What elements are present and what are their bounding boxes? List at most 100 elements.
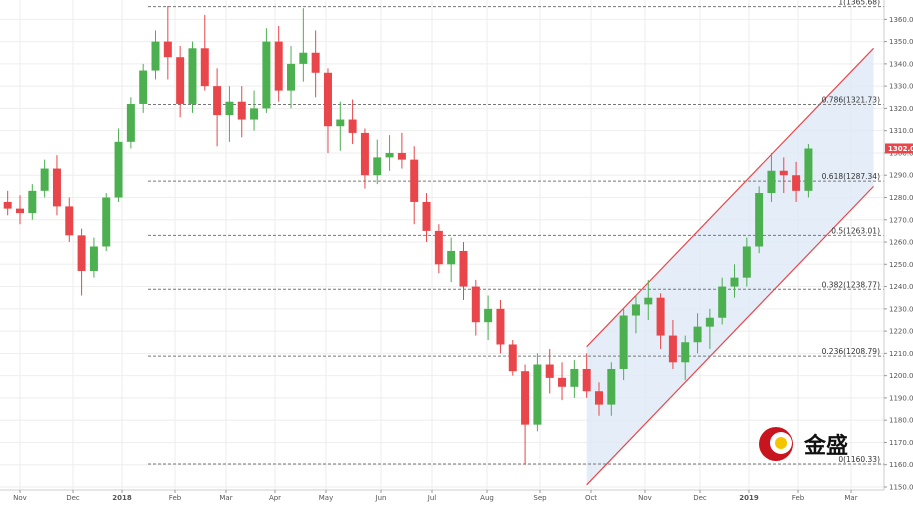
- candle-body: [274, 41, 283, 91]
- y-tick-label: 1160.00: [889, 461, 913, 469]
- x-tick-label: Oct: [585, 494, 597, 502]
- candle-body: [644, 297, 653, 305]
- y-tick-label: 1350.00: [889, 38, 913, 46]
- candle-body: [311, 52, 320, 73]
- candle-body: [77, 235, 86, 271]
- fib-label: 1(1365.68): [838, 0, 880, 7]
- fib-label: 0.786(1321.73): [822, 96, 880, 105]
- candle-body: [373, 157, 382, 176]
- y-tick-label: 1170.00: [889, 439, 913, 447]
- x-tick-label: Dec: [66, 494, 80, 502]
- fib-label: 0(1160.33): [838, 455, 880, 464]
- candle-body: [471, 286, 480, 323]
- candle-body: [336, 119, 345, 127]
- y-tick-label: 1200.00: [889, 372, 913, 380]
- candle-body: [804, 148, 813, 191]
- x-tick-label: Feb: [792, 494, 805, 502]
- y-tick-label: 1190.00: [889, 394, 913, 402]
- candle-body: [558, 377, 567, 387]
- candle-body: [422, 201, 431, 231]
- y-tick-label: 1150.00: [889, 484, 913, 492]
- x-tick-label: Dec: [693, 494, 707, 502]
- x-tick-label: Nov: [13, 494, 27, 502]
- candle-body: [151, 41, 160, 71]
- candle-body: [360, 132, 369, 176]
- candle-body: [176, 57, 185, 104]
- candle-body: [3, 201, 12, 209]
- candle-body: [545, 364, 554, 378]
- candle-body: [237, 101, 246, 120]
- candle-body: [767, 170, 776, 194]
- y-tick-label: 1260.00: [889, 239, 913, 247]
- y-tick-label: 1220.00: [889, 328, 913, 336]
- fib-label: 0.382(1238.77): [822, 280, 880, 289]
- y-tick-label: 1180.00: [889, 417, 913, 425]
- y-tick-label: 1340.00: [889, 60, 913, 68]
- candle-body: [114, 141, 123, 198]
- candle-body: [163, 41, 172, 58]
- candle-body: [619, 315, 628, 369]
- y-tick-label: 1270.00: [889, 216, 913, 224]
- candle-body: [459, 250, 468, 287]
- candle-body: [718, 286, 727, 318]
- candle-body: [668, 335, 677, 363]
- y-tick-label: 1330.00: [889, 83, 913, 91]
- candle-body: [447, 250, 456, 265]
- x-tick-label: Jul: [427, 494, 437, 502]
- candle-body: [16, 208, 24, 214]
- candle-body: [323, 72, 332, 127]
- x-tick-label: 2019: [739, 494, 759, 502]
- x-tick-label: Nov: [638, 494, 652, 502]
- candle-body: [188, 48, 197, 104]
- candles: [3, 5, 813, 465]
- candle-body: [496, 308, 505, 345]
- fib-label: 0.5(1263.01): [831, 226, 880, 235]
- candle-body: [139, 70, 148, 104]
- candle-body: [681, 342, 690, 363]
- candle-body: [126, 103, 135, 142]
- y-tick-label: 1320.00: [889, 105, 913, 113]
- x-tick-label: 2018: [112, 494, 132, 502]
- candle-body: [779, 170, 788, 176]
- x-tick-label: Mar: [844, 494, 857, 502]
- price-tag-bg: [885, 143, 913, 154]
- y-tick-label: 1360.00: [889, 16, 913, 24]
- candle-body: [410, 159, 419, 202]
- y-tick-label: 1230.00: [889, 305, 913, 313]
- x-tick-label: Aug: [480, 494, 494, 502]
- brand-logo: 金盛: [759, 427, 848, 461]
- x-axis: Nov Dec 2018 Feb Mar Apr May Jun Jul Aug Sep Oct Nov…: [0, 489, 884, 502]
- current-price-tag: 1302.01: [885, 143, 913, 154]
- y-tick-label: 1290.00: [889, 172, 913, 180]
- x-tick-label: Apr: [269, 494, 281, 502]
- candle-body: [484, 308, 493, 323]
- candle-body: [705, 317, 714, 327]
- y-tick-label: 1370.00: [889, 0, 913, 2]
- candle-body: [102, 197, 111, 247]
- price-channel: [586, 47, 874, 486]
- candle-body: [582, 368, 591, 392]
- candle-body: [348, 119, 357, 133]
- channel-fill: [586, 48, 874, 485]
- candle-body: [792, 175, 801, 191]
- candle-body: [262, 41, 271, 109]
- candle-body: [250, 108, 259, 120]
- logo-gold-dot: [775, 437, 787, 449]
- candle-body: [631, 304, 640, 316]
- candle-body: [521, 371, 530, 425]
- x-tick-label: Jun: [375, 494, 387, 502]
- fib-label: 0.618(1287.34): [822, 172, 880, 181]
- candle-body: [385, 152, 394, 158]
- candle-body: [200, 48, 209, 87]
- candle-body: [213, 86, 222, 116]
- candle-body: [742, 246, 751, 278]
- candle-body: [730, 277, 739, 287]
- candle-body: [65, 206, 74, 236]
- candle-body: [607, 368, 616, 405]
- y-tick-label: 1310.00: [889, 127, 913, 135]
- x-tick-label: Feb: [169, 494, 182, 502]
- candle-body: [397, 152, 406, 160]
- candle-body: [693, 326, 702, 343]
- y-tick-label: 1280.00: [889, 194, 913, 202]
- candle-body: [755, 193, 764, 247]
